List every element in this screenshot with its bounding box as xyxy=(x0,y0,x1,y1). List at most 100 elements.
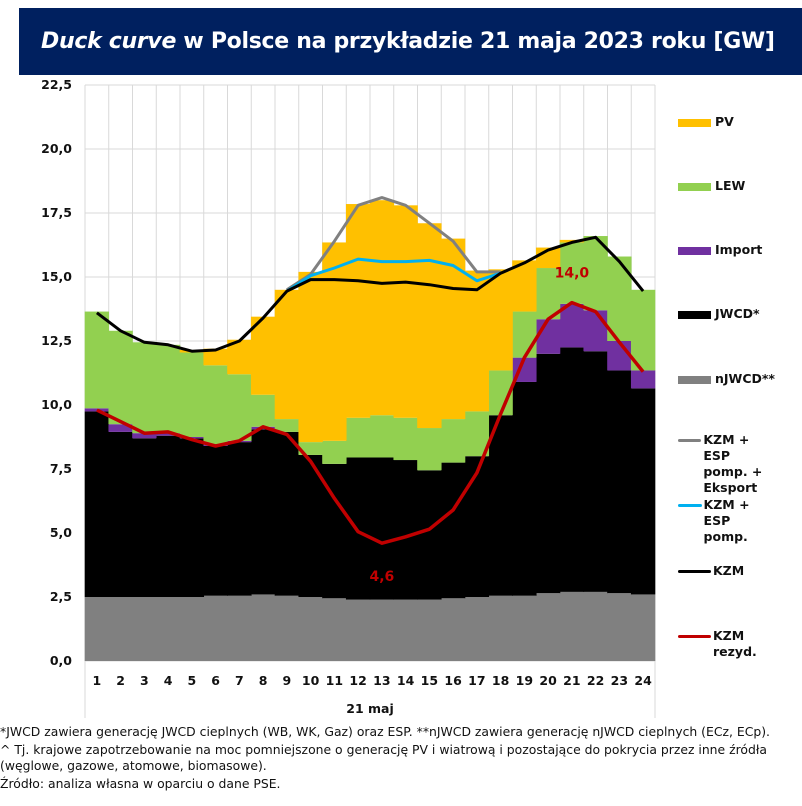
area-segment xyxy=(393,205,418,418)
legend-line-swatch xyxy=(678,635,711,638)
area-segment xyxy=(393,599,418,661)
area-segment xyxy=(535,319,561,354)
series-lew xyxy=(84,236,656,471)
area-segment xyxy=(393,460,418,600)
area-segment xyxy=(440,419,466,463)
area-segment xyxy=(203,445,228,596)
x-tick-label: 2 xyxy=(116,673,125,688)
area-segment xyxy=(227,595,252,661)
area-segment xyxy=(512,260,537,312)
legend-color-swatch xyxy=(678,119,711,127)
area-segment xyxy=(512,381,537,596)
area-segment xyxy=(298,597,323,661)
area-segment xyxy=(345,457,371,600)
area-segment xyxy=(559,242,585,304)
area-segment xyxy=(630,388,656,595)
x-tick-label: 18 xyxy=(492,673,509,688)
area-segment xyxy=(298,454,323,597)
series-import xyxy=(84,303,656,446)
area-segment xyxy=(322,440,347,464)
area-segment xyxy=(108,597,133,661)
x-tick-label: 9 xyxy=(283,673,292,688)
area-segment xyxy=(274,289,300,420)
footnote-source: Źródło: analiza własna w oparciu o dane … xyxy=(0,776,281,791)
area-segment xyxy=(132,597,157,661)
area-segment xyxy=(464,270,490,412)
area-segment xyxy=(535,353,561,594)
legend-item: KZM + ESP pomp. xyxy=(678,497,757,545)
x-tick-label: 14 xyxy=(397,673,415,688)
y-tick-label: 5,0 xyxy=(50,525,72,540)
y-tick-label: 0,0 xyxy=(50,653,72,668)
area-segment xyxy=(108,431,133,597)
area-segment xyxy=(250,594,276,661)
x-tick-label: 22 xyxy=(587,673,604,688)
area-segment xyxy=(488,595,513,661)
stacked-areas xyxy=(84,200,656,661)
legend-label: JWCD* xyxy=(715,306,760,321)
area-segment xyxy=(630,289,656,371)
legend-label: nJWCD** xyxy=(715,371,775,386)
area-segment xyxy=(227,442,252,596)
line-kzm-esp-pomp-eksport xyxy=(286,196,501,292)
area-segment xyxy=(464,597,490,661)
x-tick-label: 21 xyxy=(563,673,580,688)
area-segment xyxy=(84,597,110,661)
x-axis-label: 21 maj xyxy=(346,701,394,716)
area-segment xyxy=(369,457,395,600)
area-segment xyxy=(369,599,395,661)
area-segment xyxy=(607,256,632,341)
area-segment xyxy=(132,433,157,439)
area-segment xyxy=(203,348,228,366)
legend-label: KZM rezyd. xyxy=(713,628,757,659)
area-segment xyxy=(250,316,276,395)
area-segment xyxy=(203,595,228,661)
legend-item: PV xyxy=(678,114,734,130)
legend-label: KZM xyxy=(713,563,745,578)
legend-item: Import xyxy=(678,242,762,258)
y-tick-label: 22,5 xyxy=(41,77,72,92)
legend-line-swatch xyxy=(678,570,711,573)
y-tick-label: 7,5 xyxy=(50,461,72,476)
area-segment xyxy=(132,438,157,597)
area-segment xyxy=(559,303,585,348)
area-segment xyxy=(559,347,585,592)
area-segment xyxy=(84,311,110,409)
area-segment xyxy=(179,352,205,437)
y-tick-label: 12,5 xyxy=(41,333,72,348)
x-tick-label: 12 xyxy=(349,673,366,688)
y-tick-label: 17,5 xyxy=(41,205,72,220)
area-segment xyxy=(607,341,632,371)
area-segment xyxy=(535,268,561,320)
x-tick-label: 19 xyxy=(516,673,533,688)
area-segment xyxy=(179,597,205,661)
footnote-kzm-rezyd: ^ Tj. krajowe zapotrzebowanie na moc pom… xyxy=(0,742,767,773)
series-jwcd xyxy=(84,347,656,600)
area-segment xyxy=(440,598,466,661)
x-axis-ticks: 1 2 3 4 5 6 7 8 9 10 11 12 13 14 15 16 17 18 19 20 21 22 23 24 xyxy=(93,673,653,688)
x-tick-label: 10 xyxy=(302,673,320,688)
area-segment xyxy=(607,593,632,661)
area-segment xyxy=(345,417,371,458)
area-segment xyxy=(583,591,608,661)
legend-item: KZM xyxy=(678,563,744,579)
legend-label: KZM + ESP pomp. xyxy=(703,497,750,544)
area-segment xyxy=(583,236,608,311)
legend-item: KZM + ESP pomp. + Eksport xyxy=(678,432,767,496)
data-label: 14,0 xyxy=(555,266,590,282)
x-tick-label: 7 xyxy=(235,673,244,688)
legend-label: LEW xyxy=(715,178,746,193)
area-segment xyxy=(345,204,371,418)
x-tick-label: 6 xyxy=(211,673,220,688)
x-tick-label: 11 xyxy=(326,673,343,688)
x-tick-label: 1 xyxy=(93,673,102,688)
x-tick-label: 15 xyxy=(421,673,438,688)
area-segment xyxy=(488,415,513,596)
area-segment xyxy=(108,424,133,432)
area-segment xyxy=(417,223,442,429)
legend-item: KZM rezyd. xyxy=(678,628,757,660)
area-segment xyxy=(250,429,276,595)
chart-title-rest: w Polsce na przykładzie 21 maja 2023 rok… xyxy=(176,29,775,54)
legend-label: Import xyxy=(715,242,763,257)
